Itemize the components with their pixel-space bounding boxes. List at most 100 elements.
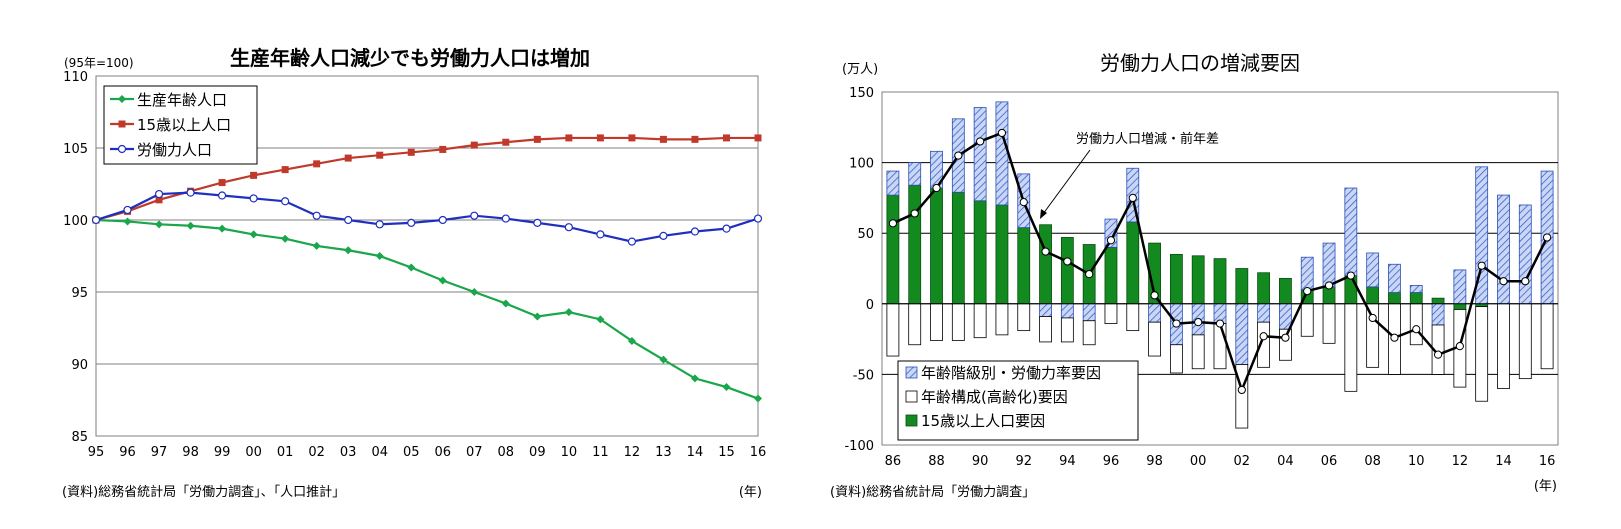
right-chart: 労働力人口の増減要因 (万人) -100 -50 0 50 100 150 86 88 90 9… — [830, 51, 1559, 500]
left-point-1 — [659, 135, 667, 143]
left-x-tick-label: 97 — [151, 445, 168, 460]
right-total-point — [1063, 257, 1072, 266]
bar-segment-participation-rate — [1322, 242, 1336, 288]
left-series-group — [91, 134, 763, 403]
bar-segment-participation-rate — [1148, 303, 1161, 323]
right-legend-swatch — [905, 366, 918, 379]
bar-segment-population — [1257, 272, 1271, 305]
right-x-tick-label: 88 — [928, 454, 945, 469]
left-point-1 — [565, 134, 573, 142]
bar-segment-population — [1039, 224, 1052, 305]
left-point-2 — [312, 211, 321, 220]
right-x-tick-label: 92 — [1015, 454, 1032, 469]
bar-segment-participation-rate — [1235, 303, 1249, 365]
bar-segment-participation-rate — [1518, 204, 1532, 305]
right-total-point — [1390, 333, 1399, 342]
left-x-tick-label: 05 — [403, 445, 420, 460]
bar-segment-aging — [995, 303, 1009, 336]
right-line-group — [888, 128, 1552, 395]
bar-segment-aging — [1257, 321, 1271, 368]
left-point-2 — [186, 188, 195, 197]
bar-segment-participation-rate — [1279, 303, 1292, 330]
left-point-1 — [691, 135, 699, 143]
bar-segment-aging — [1431, 324, 1445, 375]
left-x-tick-label: 00 — [245, 445, 262, 460]
right-x-tick-label: 12 — [1452, 454, 1469, 469]
right-total-point — [1455, 342, 1464, 351]
left-point-1 — [218, 179, 226, 187]
right-x-tick-label: 94 — [1059, 454, 1076, 469]
left-x-tick-label: 11 — [592, 445, 609, 460]
right-total-point — [1128, 193, 1137, 202]
right-total-point — [1499, 277, 1508, 286]
right-total-point — [1215, 319, 1225, 328]
bar-segment-population — [930, 187, 943, 305]
left-x-tick-label: 01 — [277, 445, 294, 460]
left-point-2 — [753, 214, 763, 223]
left-x-tick-label: 08 — [498, 445, 515, 460]
left-chart-unit-label: (95年=100) — [64, 56, 134, 70]
right-annotation: 労働力人口増減・前年差 — [1040, 131, 1219, 219]
right-y-tick-label: 150 — [849, 86, 874, 101]
right-x-tick-label: 00 — [1190, 454, 1207, 469]
left-point-0 — [470, 288, 479, 296]
right-x-tick-label: 04 — [1277, 454, 1294, 469]
left-x-tick-label: 13 — [655, 445, 672, 460]
left-x-tick-label: 14 — [687, 445, 704, 460]
right-total-point — [954, 151, 963, 160]
bar-segment-population — [1279, 277, 1292, 305]
right-x-tick-label: 06 — [1321, 454, 1338, 469]
right-total-point — [1085, 270, 1094, 279]
bar-segment-aging — [973, 303, 987, 339]
left-x-tick-label: 16 — [750, 445, 767, 460]
bar-segment-aging — [1475, 306, 1489, 402]
right-x-tick-label: 02 — [1234, 454, 1251, 469]
bar-segment-participation-rate — [1039, 303, 1052, 317]
right-total-point — [932, 183, 941, 193]
right-total-point — [1412, 325, 1421, 334]
bar-segment-aging — [1060, 317, 1074, 343]
left-point-2 — [281, 197, 290, 206]
right-x-tick-label: 98 — [1146, 454, 1163, 469]
left-x-tick-label: 12 — [624, 445, 641, 460]
bar-segment-population — [1104, 246, 1118, 305]
bar-segment-participation-rate — [1257, 303, 1271, 323]
bar-segment-aging — [1540, 303, 1554, 370]
bar-segment-aging — [1017, 303, 1031, 332]
left-point-2 — [123, 205, 132, 215]
left-point-0 — [690, 374, 699, 383]
left-point-0 — [312, 241, 321, 250]
bar-segment-population — [1409, 292, 1423, 305]
left-point-1 — [533, 135, 541, 143]
bar-segment-population — [1453, 303, 1467, 310]
left-y-tick-label: 105 — [63, 142, 88, 157]
left-point-1 — [407, 148, 415, 156]
left-point-0 — [659, 355, 668, 364]
left-point-2 — [564, 223, 573, 232]
right-total-point — [1194, 318, 1203, 327]
right-total-point — [1346, 271, 1355, 280]
bar-segment-aging — [1169, 344, 1183, 374]
left-point-0 — [186, 221, 195, 230]
left-legend-label: 15歳以上人口 — [137, 116, 231, 134]
left-point-2 — [344, 215, 353, 225]
left-point-2 — [596, 230, 605, 239]
bar-segment-population — [1344, 275, 1358, 305]
left-y-tick-label: 100 — [63, 214, 88, 229]
bar-segment-aging — [1300, 303, 1314, 337]
bar-segment-population — [951, 191, 965, 305]
right-x-tick-label: 10 — [1408, 454, 1425, 469]
right-y-axis: -100 -50 0 50 100 150 — [844, 86, 874, 454]
bar-segment-aging — [1191, 334, 1205, 370]
bar-segment-population — [1169, 253, 1183, 305]
bar-segment-aging — [1322, 303, 1336, 344]
bar-segment-participation-rate — [1497, 194, 1510, 305]
bar-segment-population — [908, 184, 922, 305]
left-point-2 — [438, 215, 447, 225]
bar-segment-aging — [1409, 303, 1423, 346]
left-chart-title: 生産年齢人口減少でも労働力人口は増加 — [230, 46, 590, 70]
left-point-0 — [722, 383, 731, 392]
left-point-0 — [344, 246, 353, 255]
